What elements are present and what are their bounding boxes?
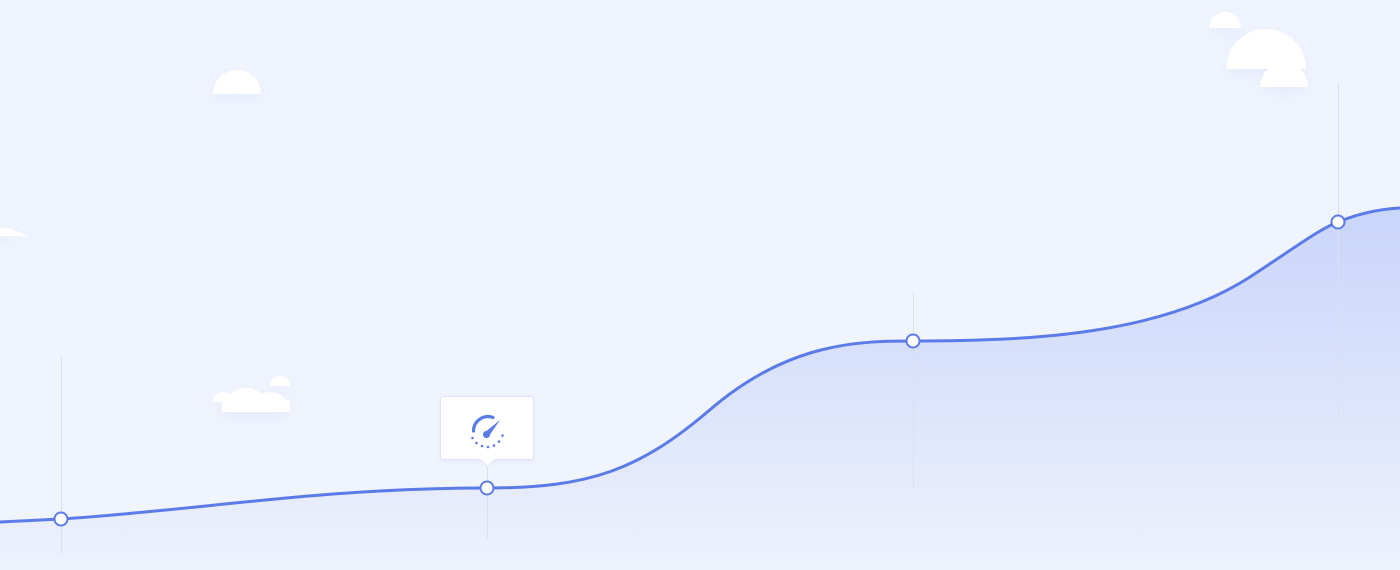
chart-line <box>0 206 1400 524</box>
chart-point-1[interactable] <box>53 511 69 527</box>
chart-area-fill <box>0 208 1400 570</box>
chart-point-3[interactable] <box>905 333 921 349</box>
chart-point-4[interactable] <box>1330 214 1346 230</box>
chart-points <box>53 214 1346 527</box>
point-tooltip <box>440 396 534 468</box>
cloud-left-edge <box>0 227 28 236</box>
speedometer-icon <box>471 415 504 449</box>
cloud-mid-left <box>213 376 290 412</box>
cloud-top-right <box>1209 12 1308 87</box>
cloud-top-small <box>213 70 261 94</box>
chart-point-2[interactable] <box>479 480 495 496</box>
